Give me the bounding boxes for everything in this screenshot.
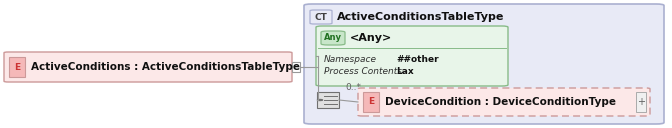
Bar bbox=[9, 57, 25, 77]
Text: 0..*: 0..* bbox=[345, 83, 361, 93]
FancyBboxPatch shape bbox=[316, 26, 508, 86]
Bar bbox=[317, 92, 339, 108]
FancyBboxPatch shape bbox=[310, 10, 332, 24]
FancyBboxPatch shape bbox=[321, 31, 345, 45]
Text: <Any>: <Any> bbox=[350, 33, 392, 43]
Text: Process Contents: Process Contents bbox=[324, 67, 402, 77]
Text: +: + bbox=[637, 97, 645, 107]
Text: ActiveConditionsTableType: ActiveConditionsTableType bbox=[337, 12, 505, 22]
FancyBboxPatch shape bbox=[304, 4, 664, 124]
Bar bbox=[363, 92, 379, 112]
Text: DeviceCondition : DeviceConditionType: DeviceCondition : DeviceConditionType bbox=[385, 97, 616, 107]
FancyBboxPatch shape bbox=[4, 52, 292, 82]
Text: Any: Any bbox=[324, 34, 342, 42]
Text: ActiveConditions : ActiveConditionsTableType: ActiveConditions : ActiveConditionsTable… bbox=[31, 62, 300, 72]
Text: ##other: ##other bbox=[396, 55, 439, 63]
Bar bbox=[292, 62, 300, 72]
Text: E: E bbox=[368, 98, 374, 106]
FancyBboxPatch shape bbox=[358, 88, 650, 116]
Text: Namespace: Namespace bbox=[324, 55, 377, 63]
Text: Lax: Lax bbox=[396, 67, 414, 77]
Bar bbox=[636, 92, 646, 112]
Text: CT: CT bbox=[314, 13, 327, 22]
Text: E: E bbox=[14, 62, 20, 72]
